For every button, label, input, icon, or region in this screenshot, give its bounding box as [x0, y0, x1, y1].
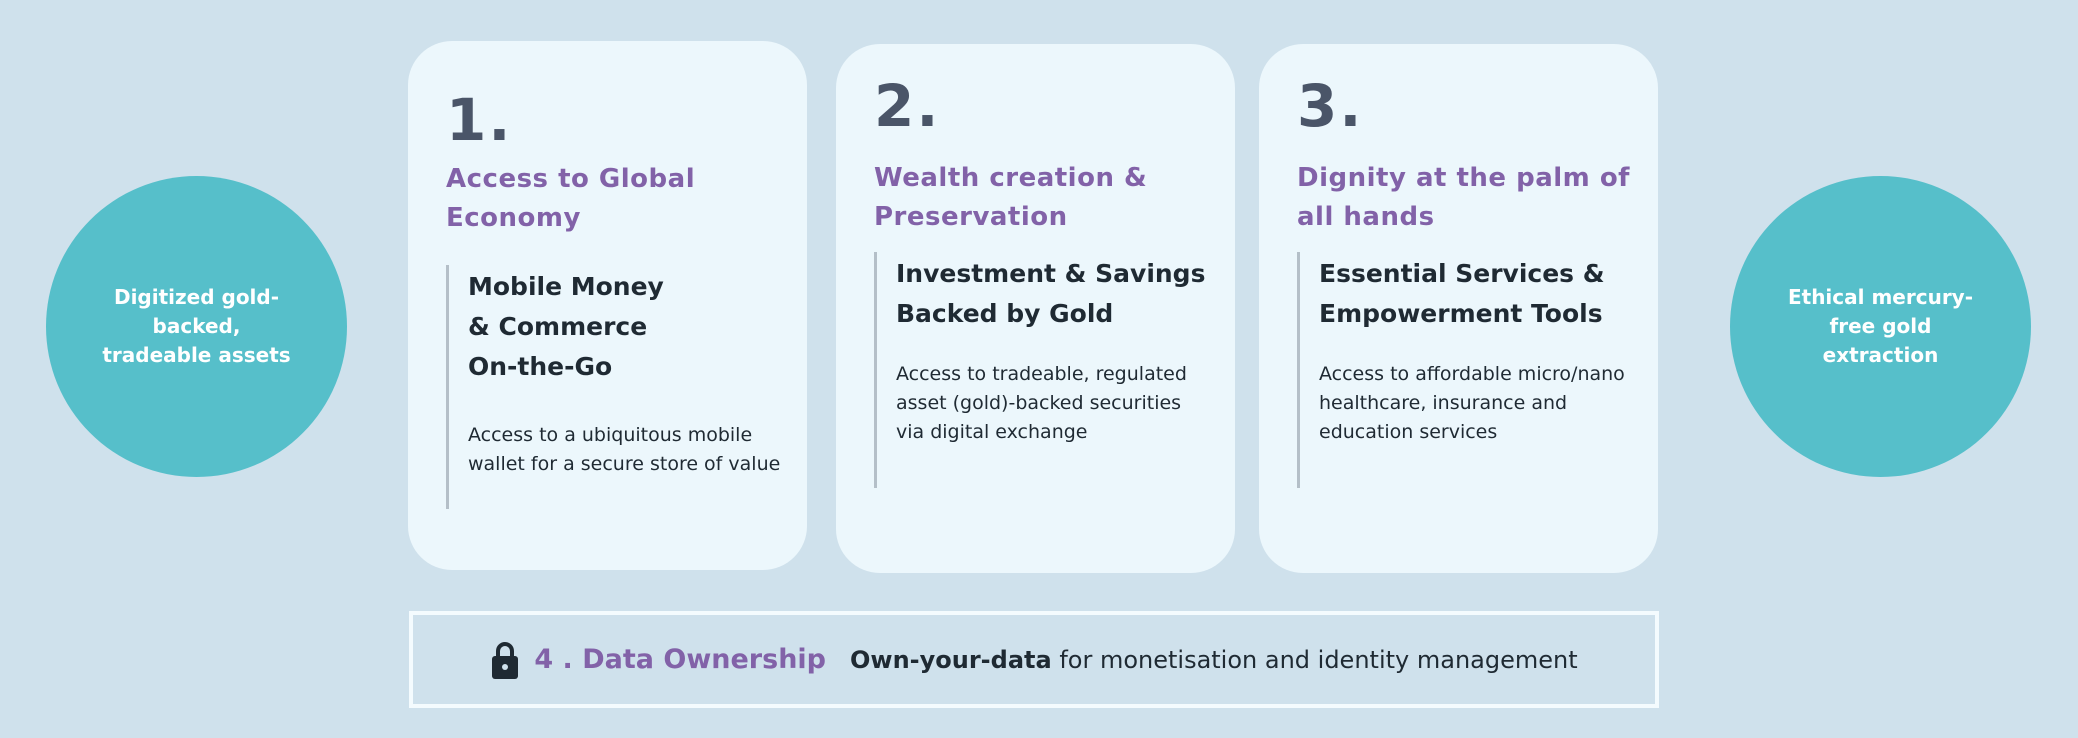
card-subtitle: Mobile Money & Commerce On-the-Go: [468, 272, 664, 381]
card-subtitle: Essential Services & Empowerment Tools: [1319, 259, 1605, 328]
card-number: 3.: [1297, 72, 1364, 140]
card-body: Access to tradeable, regulated asset (go…: [896, 363, 1187, 443]
card-body: Access to affordable micro/nano healthca…: [1319, 363, 1625, 443]
card-divider: [1297, 252, 1300, 488]
card-3: 3. Dignity at the palm of all hands Esse…: [1259, 44, 1658, 573]
left-circle: Digitized gold-backed, tradeable assets: [46, 176, 347, 477]
data-ownership-banner: 4 . Data Ownership Own-your-data for mon…: [409, 611, 1659, 708]
card-number: 1.: [446, 86, 513, 154]
card-2: 2. Wealth creation & Preservation Invest…: [836, 44, 1235, 573]
bottom-text: Own-your-data for monetisation and ident…: [850, 646, 1578, 674]
bottom-title: 4 . Data Ownership: [534, 644, 826, 675]
card-title: Wealth creation & Preservation: [874, 163, 1148, 232]
right-circle-label: Ethical mercury-free gold extraction: [1787, 285, 1974, 367]
card-body: Access to a ubiquitous mobile wallet for…: [468, 424, 781, 475]
card-divider: [446, 265, 449, 509]
bottom-bold-text: Own-your-data: [850, 645, 1052, 674]
left-circle-label: Digitized gold-backed, tradeable assets: [102, 285, 291, 367]
bottom-plain-text: for monetisation and identity management: [1051, 645, 1578, 674]
card-number: 2.: [874, 72, 941, 140]
right-circle: Ethical mercury-free gold extraction: [1730, 176, 2031, 477]
card-subtitle: Investment & Savings Backed by Gold: [896, 259, 1206, 328]
lock-icon: [492, 641, 519, 679]
card-1: 1. Access to Global Economy Mobile Money…: [408, 41, 807, 570]
card-divider: [874, 252, 877, 488]
card-title: Dignity at the palm of all hands: [1297, 163, 1630, 232]
card-title: Access to Global Economy: [446, 164, 696, 233]
